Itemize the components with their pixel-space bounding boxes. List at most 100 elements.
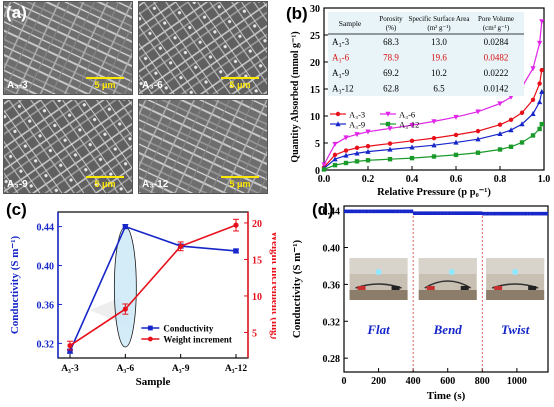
series-line — [69, 224, 237, 347]
data-point — [402, 209, 407, 214]
data-point — [478, 211, 483, 215]
data-point — [392, 209, 396, 214]
data-point — [453, 139, 459, 145]
data-point — [409, 138, 415, 144]
data-point — [321, 162, 327, 168]
scale-bar: 5 μm — [86, 176, 124, 189]
sem-label: A₃-9 — [7, 179, 28, 190]
data-point — [365, 148, 371, 154]
y-tick-label: 0.36 — [323, 280, 341, 291]
legend-label: Weight increment — [163, 335, 232, 345]
photo-wall — [418, 258, 477, 274]
data-point — [539, 67, 544, 73]
data-point — [388, 209, 393, 214]
data-point — [416, 211, 421, 215]
table-header: Sample — [339, 19, 362, 28]
table-cell: 0.0482 — [484, 53, 509, 63]
x-tick-label: 600 — [440, 376, 455, 387]
table-header-unit: (%) — [386, 24, 397, 32]
data-point — [544, 211, 549, 216]
y-tick-label: 25 — [310, 31, 320, 42]
data-point — [409, 144, 415, 150]
data-point — [508, 94, 514, 100]
y2-tick-label: 5 — [252, 328, 257, 339]
data-point — [365, 158, 371, 163]
data-point — [461, 211, 466, 215]
photo-wall — [349, 258, 408, 274]
y-tick-label: 0.40 — [323, 244, 341, 255]
y2-tick-label: 15 — [252, 255, 262, 266]
data-point — [519, 140, 525, 145]
clip-icon — [460, 286, 469, 290]
data-point — [332, 156, 338, 162]
data-point — [530, 97, 536, 103]
data-point — [431, 154, 437, 159]
y-axis-label: Quantity Absorbed (mmol g⁻¹) — [290, 31, 301, 162]
data-point — [419, 211, 424, 215]
clip-icon — [357, 286, 366, 290]
data-point — [506, 211, 511, 216]
x-axis-label: Time (s) — [427, 390, 466, 402]
data-point — [497, 122, 503, 127]
data-point — [357, 209, 362, 214]
data-point — [537, 81, 542, 86]
data-point — [516, 211, 521, 216]
series-line — [323, 123, 543, 171]
data-point — [233, 222, 239, 228]
data-point — [371, 209, 376, 214]
x-tick-label: 0.2 — [362, 174, 375, 185]
panel-a: A₃-3 5 μm A₃-6 5 μm A₃-9 5 μm A₃-12 5 μm… — [0, 0, 272, 196]
data-point — [475, 150, 481, 155]
x-tick-label: 0.6 — [450, 174, 463, 185]
series-line — [69, 225, 237, 352]
x-axis-label: Sample — [136, 376, 171, 388]
x-tick-label: 800 — [475, 376, 490, 387]
y-tick-label: 10 — [310, 112, 320, 123]
scale-bar: 5 μm — [221, 176, 259, 189]
data-point — [530, 133, 536, 138]
data-point — [537, 40, 543, 46]
data-point — [475, 109, 481, 115]
legend-label: Conductivity — [163, 324, 214, 334]
data-point — [347, 209, 351, 214]
data-point — [399, 209, 403, 214]
y2-tick-label: 20 — [252, 219, 262, 230]
data-point — [497, 101, 503, 107]
data-point — [444, 211, 448, 215]
data-point — [440, 211, 445, 215]
table-cell: 19.6 — [431, 53, 447, 63]
data-point — [471, 211, 476, 215]
y-tick-label: 0 — [315, 166, 320, 177]
conductivity-weight-chart: 0.32 0.36 0.40 0.44 5 10 15 20 A₃-3 A₃-6 A₃-9 A₃-12… — [9, 211, 276, 388]
data-point — [433, 211, 438, 215]
table-header: Pore Volume — [478, 15, 514, 23]
photo-table — [349, 290, 408, 300]
y-tick-label: 0.44 — [323, 207, 341, 218]
table-cell: 78.9 — [383, 53, 399, 63]
x-tick-label: 200 — [371, 376, 386, 387]
data-point — [475, 136, 481, 142]
data-point — [332, 152, 338, 158]
legend-label: A₃-9 — [349, 120, 365, 130]
y-tick-label: 5 — [315, 139, 320, 150]
data-point — [520, 211, 524, 216]
y-tick-label: 20 — [310, 58, 320, 69]
y-tick-label: 0.28 — [323, 354, 341, 365]
conductivity-time-chart: 0.28 0.32 0.36 0.40 0.44 0 200 400 600 800 1000 Tim… — [291, 205, 549, 402]
panel-label-b: (b) — [286, 4, 308, 23]
data-point — [453, 114, 459, 120]
data-point — [395, 209, 400, 214]
x-tick-label: 0 — [342, 376, 347, 387]
legend-marker — [335, 121, 341, 127]
table-cell: 6.5 — [433, 84, 445, 94]
data-point — [178, 243, 184, 249]
annotation-label: Twist — [501, 322, 530, 337]
legend-label: A₃-6 — [399, 110, 415, 120]
panel-d: (d) 0.28 0.32 0.36 0.40 0.44 0 200 400 600 800 100… — [276, 198, 554, 407]
data-point — [387, 141, 393, 146]
sem-image-a3-3: A₃-3 5 μm — [3, 1, 133, 95]
data-point — [426, 211, 431, 215]
data-point — [350, 209, 355, 214]
data-point — [537, 126, 542, 132]
x-tick-label: A₃-6 — [117, 364, 135, 374]
